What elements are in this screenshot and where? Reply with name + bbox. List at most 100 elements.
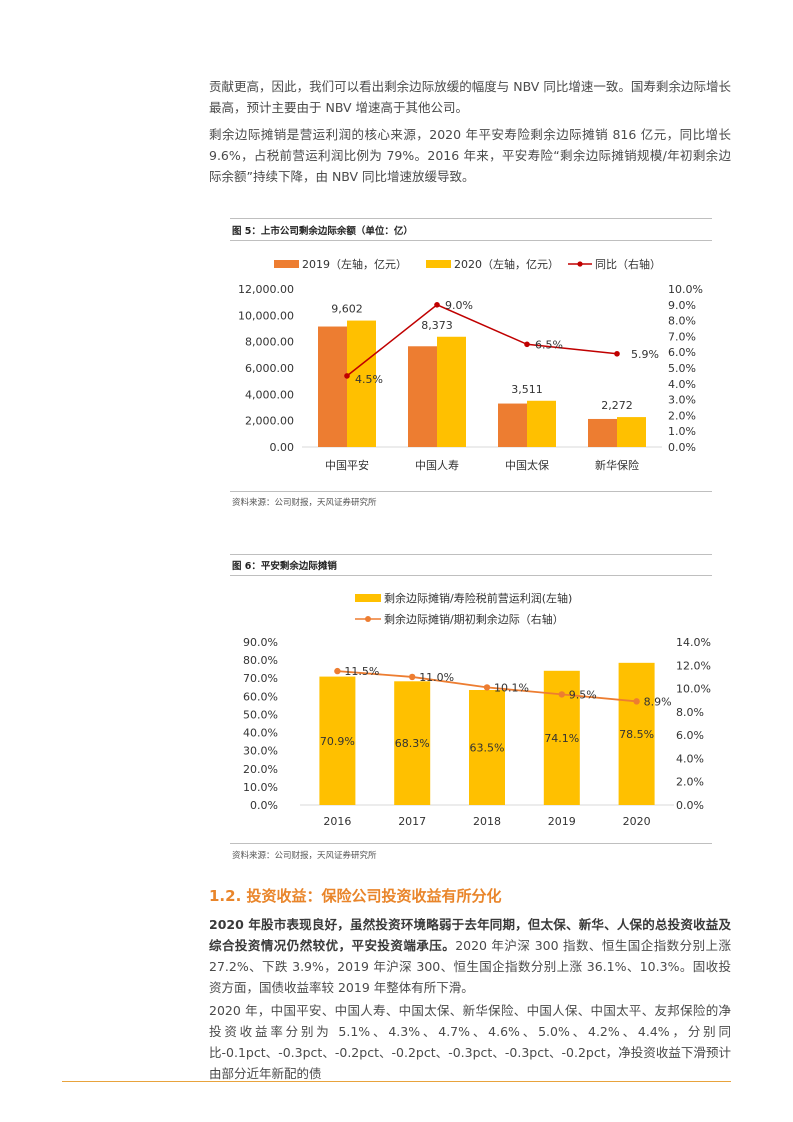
section-heading: 1.2. 投资收益：保险公司投资收益有所分化 bbox=[209, 887, 502, 905]
ratio-csm-data-label: 9.5% bbox=[569, 688, 597, 701]
right-axis-tick-label: 1.0% bbox=[668, 425, 696, 438]
x-axis-category-label: 2017 bbox=[398, 815, 426, 828]
legend-label-2019: 2019（左轴，亿元） bbox=[302, 257, 407, 271]
bar-data-label: 70.9% bbox=[320, 735, 355, 748]
ratio-csm-marker bbox=[334, 667, 341, 675]
left-axis-tick-label: 80.0% bbox=[243, 654, 278, 667]
bar-2020-data-label: 2,272 bbox=[601, 399, 633, 412]
figure6-title: 图 6：平安剩余边际摊销 bbox=[232, 561, 337, 572]
x-axis-category-label: 中国平安 bbox=[325, 458, 369, 472]
legend-marker-ratio-csm bbox=[365, 616, 371, 622]
left-axis-tick-label: 70.0% bbox=[243, 672, 278, 685]
ratio-csm-marker bbox=[558, 691, 565, 698]
left-axis-tick-label: 90.0% bbox=[243, 636, 278, 649]
left-axis-tick-label: 4,000.00 bbox=[245, 388, 294, 401]
bar-2020 bbox=[437, 336, 466, 447]
legend-label-ratio-csm: 剩余边际摊销/期初剩余边际（右轴） bbox=[384, 612, 564, 626]
figure5-top-rule bbox=[230, 218, 712, 219]
left-axis-tick-label: 20.0% bbox=[243, 763, 278, 776]
legend-marker-yoy bbox=[577, 261, 583, 267]
yoy-data-label: 4.5% bbox=[355, 373, 383, 386]
right-axis-tick-label: 8.0% bbox=[668, 315, 696, 328]
bar-2020 bbox=[347, 320, 376, 447]
x-axis-category-label: 2019 bbox=[548, 815, 576, 828]
left-axis-tick-label: 8,000.00 bbox=[245, 336, 294, 349]
yoy-marker bbox=[614, 350, 620, 357]
figure5-title: 图 5：上市公司剩余边际余额（单位：亿） bbox=[232, 226, 413, 237]
figure5-title-rule bbox=[230, 240, 712, 241]
yoy-data-label: 9.0% bbox=[445, 299, 473, 312]
x-axis-category-label: 2020 bbox=[623, 815, 651, 828]
right-axis-tick-label: 2.0% bbox=[668, 409, 696, 422]
intro-paragraph-2: 剩余边际摊销是营运利润的核心来源，2020 年平安寿险剩余边际摊销 816 亿元… bbox=[209, 127, 731, 184]
yoy-data-label: 6.5% bbox=[535, 338, 563, 351]
left-axis-tick-label: 50.0% bbox=[243, 708, 278, 721]
bar-ratio-profit bbox=[618, 662, 655, 805]
figure6-title-rule bbox=[230, 575, 712, 576]
left-axis-tick-label: 60.0% bbox=[243, 690, 278, 703]
bar-ratio-profit bbox=[469, 689, 505, 805]
figure5-chart: 2019（左轴，亿元） 2020（左轴，亿元） 同比（右轴） 0.00 2,000.00… bbox=[238, 257, 703, 472]
ratio-csm-data-label: 11.5% bbox=[344, 665, 379, 678]
body-paragraph-3-rest: 2020 年沪深 300 指数、恒生国企指数分别上涨 27.2%、下跌 3.9%… bbox=[209, 938, 731, 995]
legend-label-ratio-profit: 剩余边际摊销/寿险税前营运利润(左轴) bbox=[384, 591, 572, 605]
right-axis-tick-label: 12.0% bbox=[676, 659, 711, 672]
x-axis-category-label: 中国人寿 bbox=[415, 458, 459, 472]
figure5-source: 资料来源：公司财报，天风证券研究所 bbox=[232, 498, 377, 508]
ratio-csm-marker bbox=[633, 698, 640, 705]
bar-2020-data-label: 9,602 bbox=[331, 303, 363, 316]
left-axis-tick-label: 30.0% bbox=[243, 745, 278, 758]
intro-paragraph-1: 贡献更高，因此，我们可以看出剩余边际放缓的幅度与 NBV 同比增速一致。国寿剩余… bbox=[209, 79, 731, 115]
right-axis-tick-label: 10.0% bbox=[676, 683, 711, 696]
left-axis-tick-label: 0.0% bbox=[250, 799, 278, 812]
figure6-chart: 剩余边际摊销/寿险税前营运利润(左轴) 剩余边际摊销/期初剩余边际（右轴） 0.0%… bbox=[243, 591, 711, 828]
right-axis-tick-label: 6.0% bbox=[668, 346, 696, 359]
ratio-csm-marker bbox=[483, 684, 491, 691]
right-axis-tick-label: 4.0% bbox=[668, 378, 696, 391]
left-axis-tick-label: 6,000.00 bbox=[245, 362, 294, 375]
body-paragraph-3: 2020 年股市表现良好，虽然投资环境略弱于去年同期，但太保、新华、人保的总投资… bbox=[209, 914, 731, 998]
ratio-csm-data-label: 8.9% bbox=[644, 695, 672, 708]
legend-swatch-2020 bbox=[426, 260, 451, 268]
figure6-bottom-rule bbox=[230, 843, 712, 844]
ratio-csm-data-label: 10.1% bbox=[494, 681, 529, 694]
right-axis-tick-label: 0.0% bbox=[676, 799, 704, 812]
right-axis-tick-label: 5.0% bbox=[668, 362, 696, 375]
bar-2019 bbox=[318, 326, 347, 447]
bar-data-label: 68.3% bbox=[395, 737, 430, 750]
legend-swatch-2019 bbox=[274, 260, 299, 268]
x-axis-category-label: 中国太保 bbox=[505, 458, 549, 472]
bar-data-label: 74.1% bbox=[544, 732, 579, 745]
left-axis-tick-label: 2,000.00 bbox=[245, 415, 294, 428]
right-axis-tick-label: 8.0% bbox=[676, 706, 704, 719]
figure6-source: 资料来源：公司财报，天风证券研究所 bbox=[232, 851, 377, 861]
body-paragraph-3-bold: 2020 年股市表现良好，虽然投资环境略弱于去年同期，但太保、新华、人保的总投资… bbox=[209, 917, 731, 953]
body-paragraph-4: 2020 年，中国平安、中国人寿、中国太保、新华保险、中国人保、中国太平、友邦保… bbox=[209, 1003, 731, 1081]
bar-ratio-profit bbox=[394, 681, 431, 805]
right-axis-tick-label: 9.0% bbox=[668, 299, 696, 312]
bar-2020 bbox=[617, 417, 646, 447]
left-axis-tick-label: 12,000.00 bbox=[238, 283, 294, 296]
legend-label-2020: 2020（左轴，亿元） bbox=[454, 257, 559, 271]
right-axis-tick-label: 14.0% bbox=[676, 636, 711, 649]
x-axis-category-label: 新华保险 bbox=[595, 458, 639, 472]
x-axis-category-label: 2018 bbox=[473, 815, 501, 828]
yoy-data-label: 5.9% bbox=[631, 348, 659, 361]
right-axis-tick-label: 2.0% bbox=[676, 776, 704, 789]
legend-label-yoy: 同比（右轴） bbox=[595, 257, 661, 271]
left-axis-tick-label: 10.0% bbox=[243, 781, 278, 794]
figure6-top-rule bbox=[230, 554, 712, 555]
bar-data-label: 78.5% bbox=[619, 728, 654, 741]
yoy-marker bbox=[344, 373, 350, 379]
bar-2020-data-label: 8,373 bbox=[421, 319, 453, 332]
bar-data-label: 63.5% bbox=[470, 741, 505, 754]
right-axis-tick-label: 0.0% bbox=[668, 441, 696, 454]
right-axis-tick-label: 3.0% bbox=[668, 394, 696, 407]
yoy-marker bbox=[524, 341, 530, 348]
right-axis-tick-label: 7.0% bbox=[668, 330, 696, 343]
right-axis-tick-label: 6.0% bbox=[676, 729, 704, 742]
bar-ratio-profit bbox=[319, 676, 356, 805]
bar-2020 bbox=[527, 400, 556, 447]
yoy-line bbox=[346, 303, 618, 377]
left-axis-tick-label: 0.00 bbox=[270, 441, 295, 454]
